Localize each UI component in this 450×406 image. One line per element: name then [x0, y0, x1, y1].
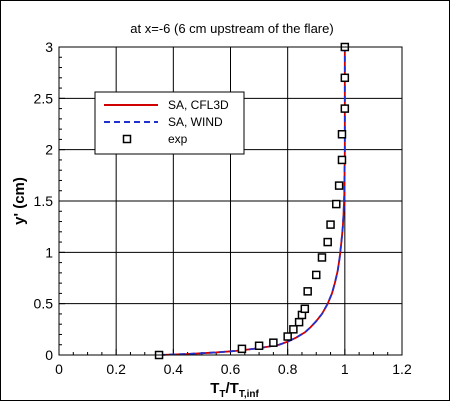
exp-marker — [303, 287, 312, 296]
y-tick-label: 1.5 — [34, 193, 54, 209]
x-tick-label: 1 — [341, 361, 349, 377]
y-tick-label: 3 — [45, 39, 53, 55]
plot-frame — [58, 46, 403, 356]
x-axis-label-slash: /T — [225, 380, 238, 397]
exp-marker — [340, 73, 350, 83]
series-layer — [154, 42, 350, 360]
exp-marker — [289, 325, 298, 334]
exp-marker — [269, 338, 278, 347]
x-tick-label: 0 — [55, 361, 63, 377]
legend: SA, CFL3D SA, WIND exp — [94, 91, 245, 155]
legend-label: SA, WIND — [168, 115, 223, 129]
x-tick-label: 0.2 — [106, 361, 126, 377]
x-tick-label: 0.8 — [278, 361, 298, 377]
x-axis-label-sub2: T,inf — [239, 389, 260, 400]
legend-label: exp — [168, 132, 188, 146]
exp-marker — [323, 237, 332, 247]
exp-marker — [337, 130, 347, 139]
exp-marker — [294, 317, 304, 327]
exp-marker — [283, 332, 292, 341]
exp-marker — [340, 104, 350, 113]
y-tick-label: 0 — [45, 347, 53, 363]
exp-marker — [312, 270, 321, 280]
x-axis-label-main: T — [210, 380, 219, 397]
exp-marker — [337, 155, 347, 165]
axis-ticks: 0 0.2 0.4 0.6 0.8 1 1.2 0 0.5 1 1.5 2 2.5 3 — [34, 39, 412, 377]
legend-items: SA, CFL3D SA, WIND exp — [104, 98, 229, 146]
y-tick-label: 2.5 — [34, 90, 54, 106]
y-axis-label: y' (cm) — [11, 177, 28, 225]
exp-marker — [317, 253, 327, 262]
legend-label: SA, CFL3D — [168, 98, 229, 112]
exp-marker — [237, 344, 247, 354]
chart-title: at x=-6 (6 cm upstream of the flare) — [130, 21, 333, 36]
x-tick-label: 0.6 — [221, 361, 241, 377]
y-tick-label: 2 — [45, 142, 53, 158]
exp-marker — [334, 181, 344, 190]
exp-marker — [300, 304, 310, 314]
y-tick-label: 1 — [45, 244, 53, 260]
legend-marker-exp — [122, 134, 132, 144]
exp-marker — [254, 341, 264, 351]
exp-marker — [332, 199, 341, 209]
x-tick-label: 0.4 — [164, 361, 184, 377]
x-axis-label: TT/TT,inf — [210, 380, 259, 400]
exp-marker — [326, 220, 335, 229]
x-tick-label: 1.2 — [392, 361, 412, 377]
x-axis-label-sub1: T — [219, 389, 225, 400]
y-tick-label: 0.5 — [34, 296, 54, 312]
series-line-wind — [159, 47, 346, 356]
